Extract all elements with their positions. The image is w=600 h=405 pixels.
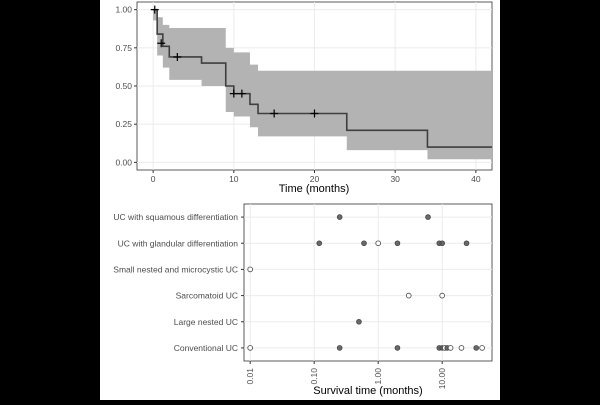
km-censor-marks [150, 5, 319, 118]
dot-point-event [336, 345, 343, 351]
dot-x-tick-label: 1.00 [373, 368, 383, 385]
dot-category-label: Sarcomatoid UC [176, 291, 238, 301]
km-y-axis-ticks: 0.00 0.25 0.50 0.75 1.00 [115, 5, 137, 167]
km-x-tick-label: 40 [471, 174, 481, 184]
km-x-tick-label: 10 [229, 174, 239, 184]
km-censor-mark [173, 52, 182, 61]
km-censor-mark [229, 89, 238, 98]
dot-point-censored [479, 345, 485, 351]
dot-category-label: Large nested UC [174, 317, 238, 327]
dot-point-censored [375, 240, 382, 247]
dot-point-censored [439, 292, 445, 299]
dot-point-event [394, 345, 401, 351]
km-y-tick-label: 0.00 [115, 157, 132, 167]
km-censor-mark [310, 109, 319, 118]
dot-point-event [356, 318, 362, 325]
dot-x-axis-label: Survival time (months) [313, 385, 422, 397]
dot-point-event [425, 214, 431, 220]
km-x-tick-label: 0 [151, 174, 156, 184]
survival-dot-panel: UC with squamous differentiation UC with … [113, 203, 493, 397]
dot-category-label: UC with glandular differentiation [118, 238, 239, 248]
dot-point-event [361, 240, 367, 247]
dot-point-event [439, 240, 445, 247]
km-censor-mark [270, 109, 279, 118]
km-confidence-band [153, 9, 493, 160]
dot-x-axis-ticks: 0.01 0.10 1.00 10.00 [245, 361, 447, 389]
km-x-tick-label: 30 [390, 174, 400, 184]
km-x-tick-label: 20 [310, 174, 320, 184]
km-censor-mark [237, 89, 246, 98]
dot-category-label: UC with squamous differentiation [113, 212, 238, 222]
km-y-tick-label: 0.75 [115, 43, 132, 53]
km-y-tick-label: 1.00 [115, 5, 132, 15]
dot-point-censored [247, 266, 254, 273]
dot-x-tick-label: 0.01 [245, 368, 255, 385]
dot-point-event [336, 214, 343, 220]
dot-point-censored [447, 345, 454, 351]
dot-plot-area [243, 203, 493, 362]
km-survival-curve [153, 8, 492, 148]
dot-point-event [463, 240, 470, 247]
dot-x-tick-label: 0.10 [309, 368, 319, 385]
dot-points [247, 214, 485, 351]
km-y-tick-label: 0.25 [115, 119, 132, 129]
km-censor-mark [150, 5, 159, 14]
dot-category-labels: UC with squamous differentiation UC with … [113, 212, 244, 353]
kaplan-meier-panel: 0.00 0.25 0.50 0.75 1.00 0 10 20 30 40 Time (mon… [115, 1, 493, 195]
dot-category-label: Small nested and microcystic UC [113, 264, 238, 274]
dot-point-censored [458, 345, 465, 351]
km-x-axis-ticks: 0 10 20 30 40 [151, 170, 481, 184]
dot-x-tick-label: 10.00 [437, 368, 447, 390]
dot-point-censored [247, 345, 254, 351]
km-censor-mark [157, 39, 166, 48]
dot-point-event [316, 240, 323, 247]
km-x-axis-label: Time (months) [279, 183, 350, 195]
km-y-tick-label: 0.50 [115, 81, 132, 91]
dot-point-event [473, 345, 480, 351]
dot-point-event [394, 240, 401, 247]
dot-point-censored [405, 292, 412, 299]
dot-category-label: Conventional UC [174, 343, 238, 353]
